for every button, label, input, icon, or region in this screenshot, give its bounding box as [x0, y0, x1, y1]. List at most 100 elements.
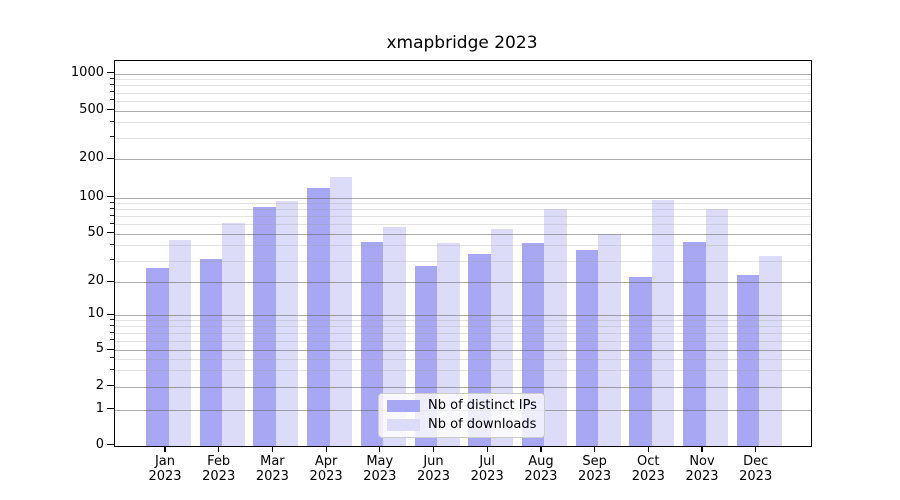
y-minor-tick-8 — [110, 324, 114, 326]
bar-sep-downloads — [598, 233, 621, 446]
minor-gridline-9 — [115, 320, 811, 322]
y-minor-tick-4 — [110, 357, 114, 359]
minor-gridline-90 — [115, 203, 811, 204]
minor-gridline-4 — [115, 358, 811, 360]
y-tick-label-0: 0 — [95, 436, 104, 452]
minor-gridline-30 — [115, 260, 811, 262]
legend-swatch-distinct-ips — [387, 400, 420, 412]
y-tick-label-2: 2 — [95, 377, 104, 393]
y-tick-label-5: 5 — [95, 341, 104, 356]
y-minor-tick-9 — [110, 318, 114, 320]
minor-gridline-3 — [115, 370, 811, 372]
x-tick-year: 2023 — [739, 469, 773, 484]
bar-mar-downloads — [275, 201, 299, 446]
major-gridline-100 — [115, 197, 811, 199]
x-tick-year: 2023 — [309, 469, 343, 484]
plot-area — [114, 60, 812, 447]
bar-nov-downloads — [705, 209, 728, 446]
y-tick-label-50: 50 — [87, 224, 104, 240]
y-tick-mark-2 — [107, 385, 114, 387]
y-minor-tick-300 — [110, 136, 114, 138]
x-tick-year: 2023 — [148, 469, 182, 484]
x-tick-label-apr: Apr 2023 — [294, 454, 358, 485]
bar-oct-ips — [629, 276, 652, 446]
minor-gridline-60 — [115, 224, 811, 226]
x-tick-mark-apr — [325, 445, 327, 452]
y-minor-tick-700 — [110, 91, 114, 93]
y-minor-tick-6 — [110, 339, 114, 341]
minor-gridline-40 — [115, 245, 811, 247]
bar-jan-downloads — [168, 240, 191, 446]
y-tick-label-500: 500 — [79, 101, 104, 117]
x-tick-year: 2023 — [631, 469, 665, 484]
y-tick-mark-20 — [107, 280, 114, 282]
y-tick-label-200: 200 — [79, 150, 104, 165]
bar-sep-ips — [575, 249, 599, 446]
x-tick-mark-feb — [218, 445, 220, 452]
major-gridline-500 — [115, 110, 811, 112]
y-tick-mark-1 — [107, 408, 114, 410]
minor-gridline-700 — [115, 92, 811, 94]
x-tick-year: 2023 — [363, 469, 397, 484]
legend-swatch-downloads — [387, 419, 420, 431]
major-gridline-5 — [115, 350, 811, 351]
legend-label-distinct-ips: Nb of distinct IPs — [428, 398, 537, 413]
y-minor-tick-900 — [110, 77, 114, 79]
bar-apr-ips — [307, 187, 330, 446]
y-tick-label-1: 1 — [95, 400, 104, 416]
bar-oct-downloads — [651, 200, 675, 446]
x-tick-month: Sep — [582, 453, 607, 469]
x-tick-mark-sep — [594, 445, 596, 452]
y-tick-label-100: 100 — [79, 188, 104, 204]
x-tick-year: 2023 — [470, 469, 504, 484]
x-tick-month: May — [366, 453, 394, 469]
bar-may-downloads — [383, 226, 406, 446]
x-tick-year: 2023 — [578, 469, 612, 484]
y-tick-mark-10 — [107, 313, 114, 315]
x-tick-year: 2023 — [255, 469, 289, 484]
x-tick-mark-nov — [701, 445, 703, 452]
x-tick-mark-aug — [540, 445, 542, 452]
minor-gridline-6 — [115, 340, 811, 342]
minor-gridline-80 — [115, 209, 811, 211]
x-tick-month: Jan — [154, 453, 176, 469]
y-tick-mark-0 — [107, 444, 114, 446]
major-gridline-1000 — [115, 73, 811, 75]
x-tick-mark-oct — [647, 445, 649, 452]
x-tick-label-mar: Mar 2023 — [240, 454, 304, 485]
legend-entry-downloads: Nb of downloads — [387, 418, 536, 432]
x-tick-label-feb: Feb 2023 — [187, 454, 251, 485]
minor-gridline-7 — [115, 333, 811, 334]
y-tick-mark-500 — [107, 109, 114, 111]
y-minor-tick-800 — [110, 83, 114, 85]
legend: Nb of distinct IPs Nb of downloads — [378, 393, 545, 438]
y-tick-label-20: 20 — [87, 273, 104, 288]
y-minor-tick-30 — [110, 259, 114, 261]
minor-gridline-800 — [115, 85, 811, 87]
x-tick-label-dec: Dec 2023 — [724, 454, 788, 485]
x-tick-month: Mar — [260, 453, 285, 469]
minor-gridline-300 — [115, 137, 811, 139]
bar-aug-downloads — [544, 209, 567, 446]
x-tick-label-jul: Jul 2023 — [455, 454, 519, 485]
x-tick-year: 2023 — [416, 469, 451, 484]
bar-mar-ips — [253, 206, 276, 446]
y-tick-mark-100 — [107, 196, 114, 198]
x-tick-label-oct: Oct 2023 — [616, 454, 680, 485]
major-gridline-10 — [115, 315, 811, 316]
y-minor-tick-70 — [110, 214, 114, 216]
chart-title: xmapbridge 2023 — [386, 33, 538, 53]
y-minor-tick-400 — [110, 120, 114, 122]
major-gridline-200 — [115, 159, 811, 160]
y-minor-tick-40 — [110, 243, 114, 245]
y-tick-label-10: 10 — [87, 306, 104, 321]
x-tick-month: Feb — [207, 453, 231, 469]
x-tick-mark-mar — [271, 445, 274, 452]
x-tick-label-jun: Jun 2023 — [402, 454, 466, 485]
y-tick-mark-200 — [107, 157, 114, 159]
x-tick-label-nov: Nov 2023 — [670, 454, 734, 485]
major-gridline-50 — [115, 233, 811, 235]
x-tick-label-jan: Jan 2023 — [133, 454, 197, 485]
y-tick-mark-5 — [107, 348, 114, 350]
